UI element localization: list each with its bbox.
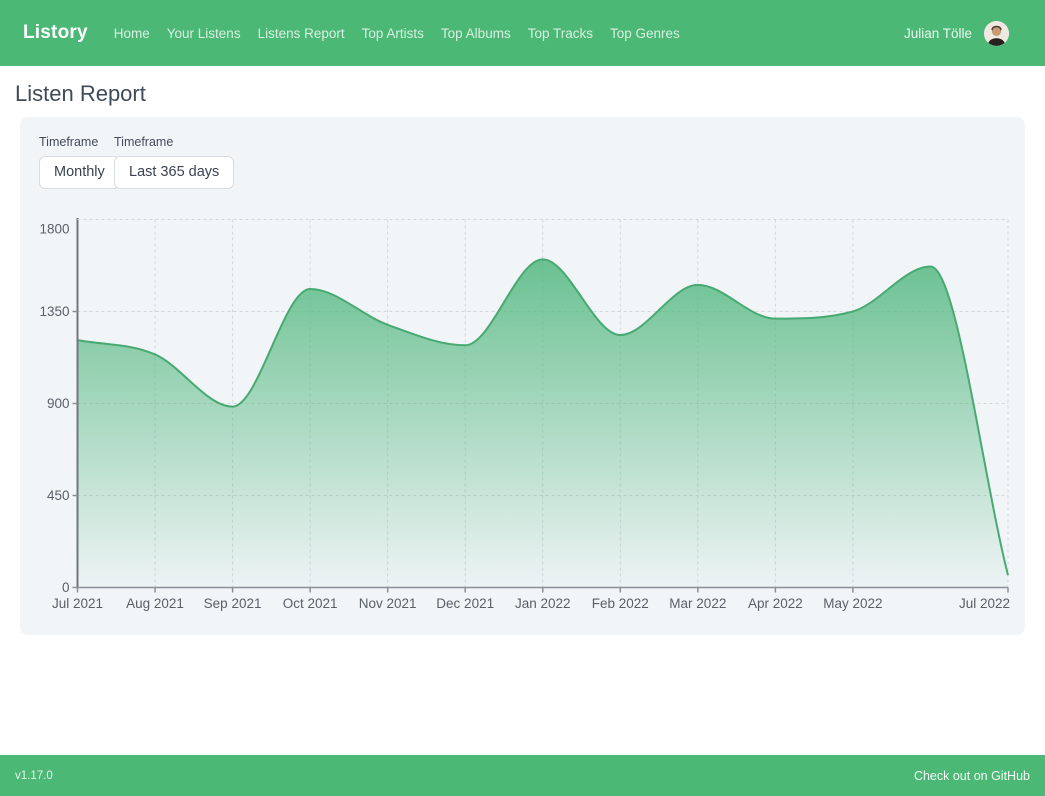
nav-item-top-tracks[interactable]: Top Tracks — [527, 25, 593, 41]
x-tick-label: Nov 2021 — [359, 596, 417, 611]
chart-canvas: 0 450 900 1350 1800 Jul 2021 Aug 2021 Sep 2021 O… — [39, 218, 1010, 611]
x-tick-label: Oct 2021 — [283, 596, 338, 611]
nav-item-top-albums[interactable]: Top Albums — [440, 25, 511, 41]
user-avatar[interactable] — [984, 20, 1009, 46]
x-tick-label: Sep 2021 — [204, 596, 262, 611]
timeframe-range-group: Timeframe Last 365 days — [114, 135, 235, 189]
line-series — [77, 258, 1009, 576]
navbar: Listory Home Your Listens Listens Report To… — [0, 0, 1045, 66]
x-tick-label: Mar 2022 — [669, 596, 726, 611]
x-tick-label: Apr 2022 — [748, 596, 803, 611]
x-tick-label: Jul 2021 — [52, 596, 103, 611]
nav-item-top-genres[interactable]: Top Genres — [609, 25, 680, 41]
timeframe-interval-group: Timeframe Monthly — [39, 135, 120, 189]
timeframe-label: Timeframe — [114, 135, 174, 149]
x-tick-label: May 2022 — [823, 596, 882, 611]
x-tick-label: Dec 2021 — [436, 596, 494, 611]
timeframe-label: Timeframe — [39, 135, 99, 149]
listen-report-chart[interactable]: 0 450 900 1350 1800 Jul 2021 Aug 2021 Sep 2021 O… — [20, 210, 1025, 615]
report-card: Timeframe Monthly Timeframe Last 365 day… — [20, 117, 1025, 635]
y-tick-label: 1350 — [39, 304, 69, 319]
x-tick-label: Jul 2022 — [959, 596, 1010, 611]
x-tick-label: Aug 2021 — [126, 596, 184, 611]
user-name[interactable]: Julian Tölle — [903, 25, 972, 41]
range-select-button[interactable]: Last 365 days — [114, 156, 235, 189]
brand-logo[interactable]: Listory — [23, 22, 88, 43]
footer: v1.17.0 Check out on GitHub — [0, 755, 1045, 796]
interval-select-button[interactable]: Monthly — [39, 156, 120, 189]
y-tick-label: 900 — [47, 396, 70, 411]
nav-links: Home Your Listens Listens Report Top Artist… — [114, 26, 904, 41]
nav-item-listens-report[interactable]: Listens Report — [257, 25, 345, 41]
github-link[interactable]: Check out on GitHub — [913, 768, 1030, 783]
app-version: v1.17.0 — [15, 769, 53, 782]
nav-item-home[interactable]: Home — [113, 25, 150, 41]
y-tick-label: 450 — [47, 488, 70, 503]
nav-item-your-listens[interactable]: Your Listens — [166, 25, 241, 41]
x-tick-label: Jan 2022 — [515, 596, 571, 611]
x-tick-label: Feb 2022 — [592, 596, 649, 611]
y-tick-label: 0 — [62, 580, 70, 595]
user-area: Julian Tölle — [903, 20, 1009, 46]
page-title: Listen Report — [15, 81, 146, 106]
area-series — [77, 259, 1008, 588]
avatar-photo — [984, 20, 1009, 46]
nav-item-top-artists[interactable]: Top Artists — [361, 25, 424, 41]
y-tick-label: 1800 — [39, 222, 69, 237]
